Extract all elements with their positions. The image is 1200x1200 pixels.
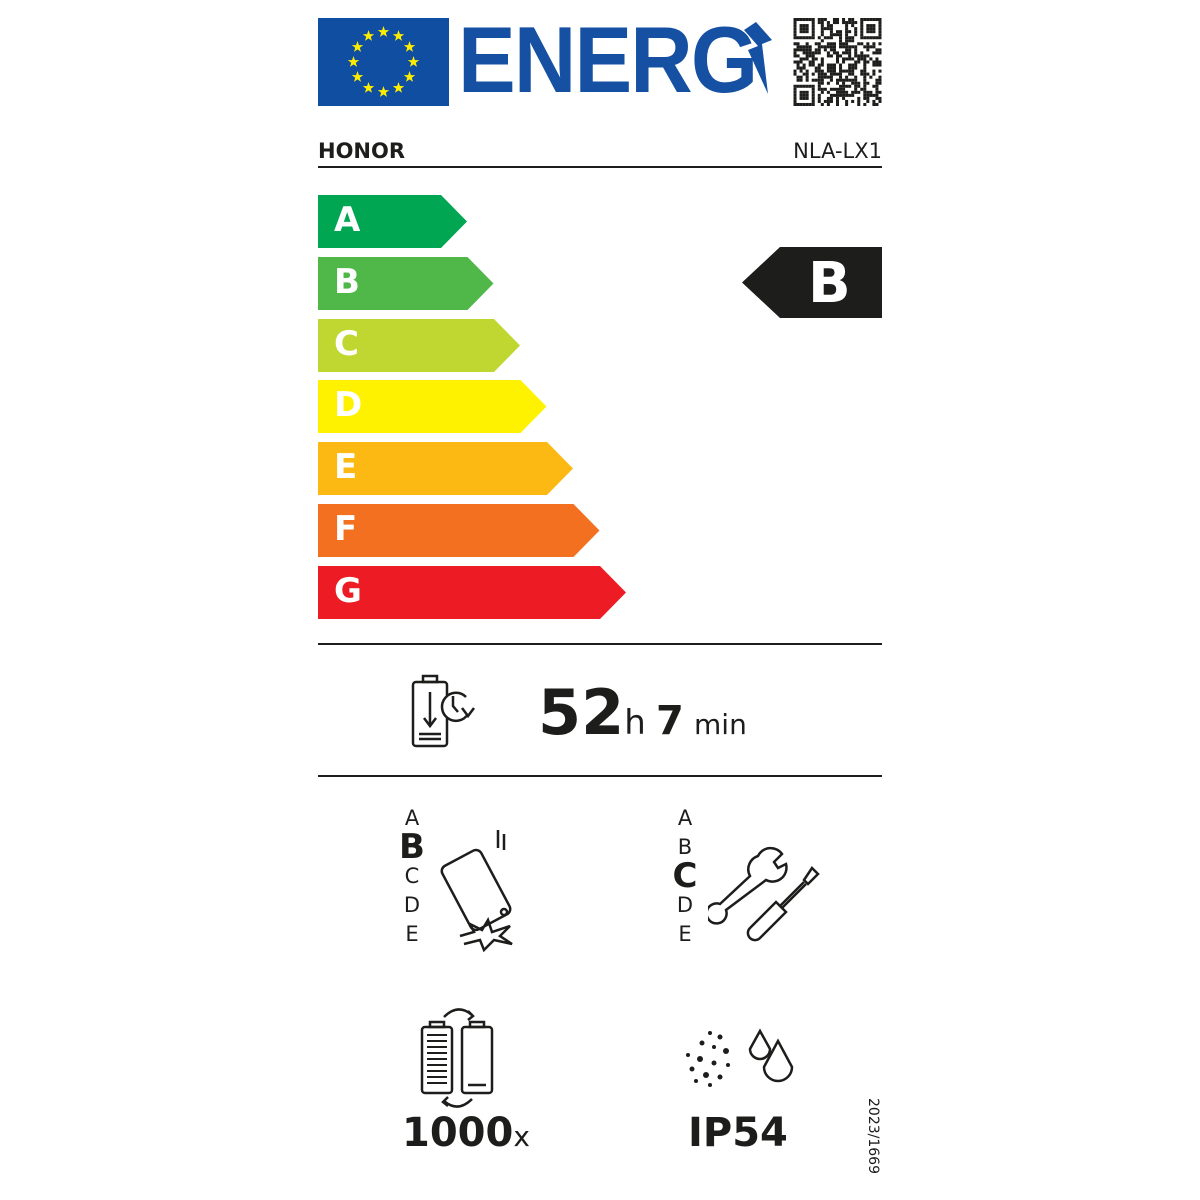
ingress-protection-value: IP54	[688, 1110, 788, 1156]
cycles-unit: x	[513, 1120, 530, 1153]
energy-logo-text: ENERG	[458, 7, 758, 112]
scale-class-e: E	[405, 922, 419, 946]
dust-water-icon	[686, 1028, 794, 1087]
divider	[318, 166, 882, 168]
scale-class-a: A	[404, 806, 420, 830]
minutes-value: 7	[656, 698, 684, 744]
scale-class-c: C	[404, 864, 420, 888]
hours-unit: h	[624, 703, 646, 743]
cycles-number: 1000	[402, 1110, 514, 1156]
scale-class-d: D	[676, 893, 694, 917]
eu-flag	[318, 18, 449, 106]
qr-code[interactable]	[793, 18, 882, 106]
phone-drop-icon	[440, 830, 513, 952]
scale-class-e: E	[678, 922, 692, 946]
energy-class-label: B	[334, 261, 360, 302]
scale-class-c: C	[672, 856, 698, 896]
energy-class-label: A	[334, 200, 361, 240]
energy-class-label: D	[334, 385, 363, 426]
energy-class-label: G	[334, 570, 362, 611]
scale-class-a: A	[677, 806, 693, 830]
scale-class-d: D	[403, 893, 421, 917]
repair-tools-icon	[708, 846, 820, 942]
rating-letter: B	[808, 251, 851, 316]
battery-endurance-value: 52h 7 min	[538, 676, 747, 749]
scale-class-b: B	[677, 835, 693, 859]
energy-class-label: E	[334, 447, 358, 488]
lightning-bolt-icon	[744, 22, 772, 94]
eu-stars-icon	[347, 26, 420, 97]
battery-cycles-icon	[420, 1008, 494, 1108]
hours-value: 52	[538, 676, 625, 749]
brand-name: HONOR	[318, 139, 406, 163]
divider	[318, 775, 882, 777]
energy-class-label: C	[334, 323, 359, 364]
battery-endurance-icon	[411, 674, 475, 748]
battery-cycles-value: 1000x	[402, 1110, 530, 1156]
energy-class-label: F	[334, 509, 358, 549]
scale-class-b: B	[399, 827, 425, 867]
rating-indicator: B	[742, 247, 882, 318]
model-name: NLA-LX1	[793, 139, 882, 163]
regulation-number: 2023/1669	[864, 1098, 881, 1174]
divider	[318, 643, 882, 645]
minutes-unit: min	[694, 708, 747, 741]
